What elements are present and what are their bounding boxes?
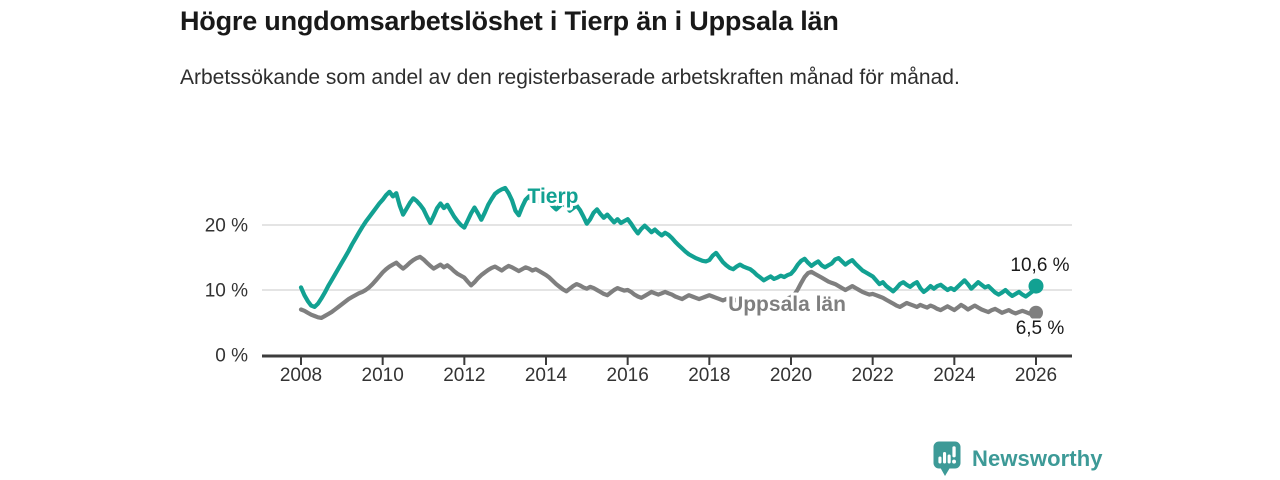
logo-bar-small — [938, 456, 942, 464]
x-tick-label-2008: 2008 — [280, 365, 322, 386]
chart-title: Högre ungdomsarbetslöshet i Tierp än i U… — [180, 6, 839, 36]
x-tick-label-2014: 2014 — [525, 365, 568, 386]
chart-subtitle: Arbetssökande som andel av den registerb… — [180, 66, 960, 89]
newsworthy-logo-text: Newsworthy — [972, 446, 1103, 471]
logo-speech-bubble — [933, 441, 961, 476]
newsworthy-logo: Newsworthy — [932, 440, 1103, 478]
x-tick-label-2010: 2010 — [362, 365, 404, 386]
end-value-label-tierp: 10,6 % — [1010, 255, 1069, 276]
series-label-tierp: Tierp — [528, 185, 579, 208]
newsworthy-logo-icon — [933, 441, 961, 476]
y-tick-label-10: 10 % — [205, 281, 248, 302]
x-tick-label-2012: 2012 — [443, 365, 485, 386]
x-tick-label-2022: 2022 — [852, 365, 894, 386]
y-tick-label-20: 20 % — [205, 216, 248, 237]
series-line-uppsala-län — [298, 254, 1039, 320]
x-tick-label-2020: 2020 — [770, 365, 812, 386]
logo-exclamation-dot — [952, 459, 956, 464]
logo-bar-tall — [943, 452, 947, 464]
y-tick-label-0: 0 % — [215, 346, 248, 367]
x-tick-label-2018: 2018 — [688, 365, 730, 386]
logo-bar-medium — [947, 454, 951, 464]
end-dot-tierp — [1028, 278, 1044, 294]
logo-exclamation-bar — [952, 446, 956, 458]
end-value-label-uppsala-län: 6,5 % — [1016, 318, 1065, 339]
series-label-uppsala-län: Uppsala län — [728, 293, 846, 316]
x-tick-label-2024: 2024 — [933, 365, 976, 386]
series-line-tierp — [298, 185, 1039, 309]
x-tick-label-2026: 2026 — [1015, 365, 1057, 386]
x-tick-label-2016: 2016 — [607, 365, 649, 386]
end-dot-uppsala-län — [1029, 305, 1043, 320]
